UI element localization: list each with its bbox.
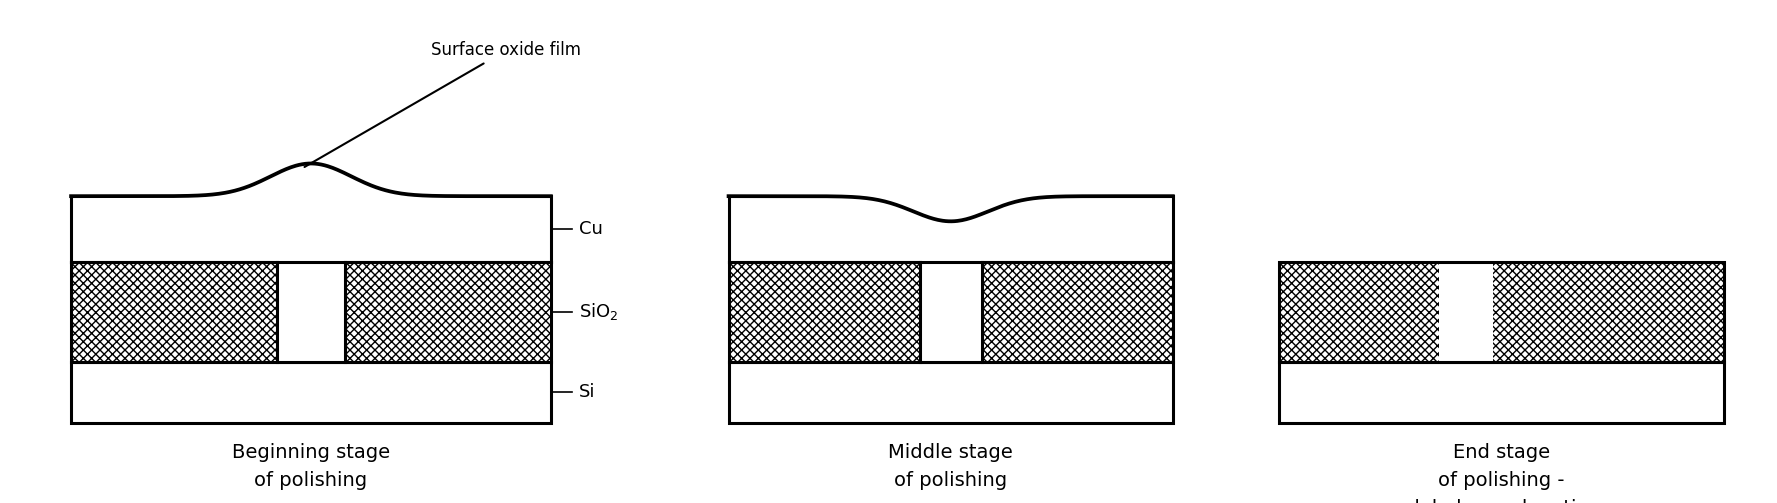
Text: End stage
of polishing -
global complanation: End stage of polishing - global complana…: [1402, 443, 1601, 503]
Bar: [981, 262, 1173, 362]
Bar: [1279, 262, 1724, 362]
Text: Beginning stage
of polishing: Beginning stage of polishing: [233, 443, 389, 489]
Bar: [345, 196, 551, 262]
Bar: [277, 196, 345, 362]
Bar: [729, 362, 1173, 423]
Bar: [1279, 262, 1439, 362]
Bar: [71, 362, 551, 423]
Bar: [981, 196, 1173, 262]
Bar: [729, 262, 920, 362]
Bar: [345, 262, 551, 362]
Bar: [920, 196, 983, 362]
Bar: [1279, 362, 1724, 423]
Bar: [71, 262, 551, 362]
Bar: [1493, 262, 1724, 362]
Bar: [920, 262, 983, 362]
Text: Middle stage
of polishing: Middle stage of polishing: [888, 443, 1013, 489]
Bar: [277, 262, 345, 362]
Text: SiO$_2$: SiO$_2$: [579, 301, 618, 322]
Bar: [1439, 262, 1493, 362]
Bar: [71, 262, 277, 362]
Text: Cu: Cu: [579, 220, 602, 238]
Text: Surface oxide film: Surface oxide film: [304, 41, 581, 167]
Text: Si: Si: [579, 383, 595, 401]
Bar: [729, 196, 920, 262]
Bar: [71, 196, 277, 262]
Bar: [729, 262, 1173, 362]
